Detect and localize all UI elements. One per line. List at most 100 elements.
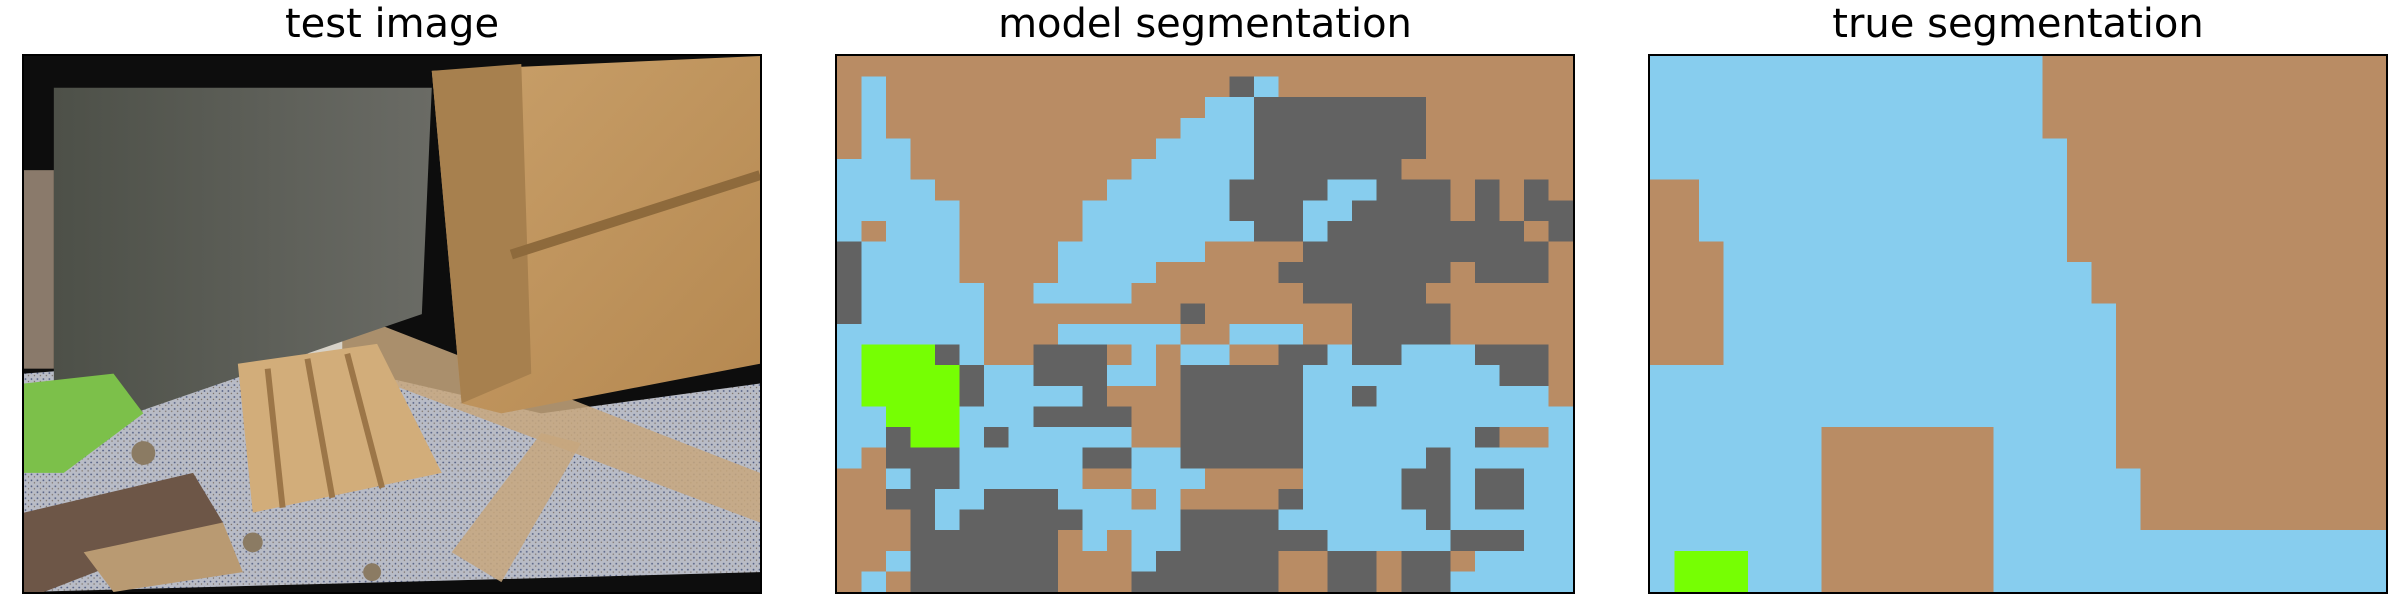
segment-cell-wood — [1870, 488, 1896, 511]
segment-cell-sky — [1821, 179, 1847, 201]
segment-cell-sky — [1303, 468, 1329, 490]
segment-cell-gray — [1401, 97, 1427, 119]
segment-cell-wood — [1131, 303, 1157, 325]
segment-cell-gray — [1474, 427, 1500, 449]
segment-cell-wood — [959, 262, 985, 284]
segment-cell-wood — [2263, 365, 2289, 387]
segment-cell-sky — [1425, 344, 1451, 366]
segment-cell-sky — [1846, 324, 1872, 346]
segment-cell-sky — [1082, 220, 1108, 243]
segment-cell-sky — [1919, 76, 1945, 98]
segment-cell-wood — [1450, 324, 1476, 346]
segment-cell-gray — [1425, 220, 1451, 243]
segment-cell-wood — [2116, 406, 2142, 428]
segment-cell-sky — [1870, 76, 1896, 98]
segment-cell-sky — [1821, 262, 1847, 284]
segment-cell-wood — [2214, 427, 2240, 449]
segment-cell-sky — [1723, 324, 1749, 346]
segment-cell-sky — [1919, 324, 1945, 346]
segment-cell-sky — [886, 138, 912, 160]
segment-cell-gray — [1523, 241, 1550, 263]
segment-cell-wood — [1008, 138, 1034, 160]
segment-cell-sky — [2018, 241, 2044, 263]
segment-cell-gray — [1008, 488, 1034, 511]
segment-cell-wood — [2214, 488, 2240, 511]
segment-cell-wood — [2238, 179, 2264, 201]
segment-cell-wood — [1229, 262, 1255, 284]
segment-cell-wood — [984, 241, 1010, 263]
segment-cell-sky — [1919, 56, 1945, 78]
segment-cell-wood — [1008, 220, 1034, 243]
segment-cell-sky — [1082, 509, 1108, 531]
segment-cell-sky — [1303, 509, 1329, 531]
segment-cell-wood — [1821, 509, 1847, 531]
segment-cell-sky — [1131, 447, 1157, 469]
segment-cell-wood — [1106, 530, 1132, 552]
segment-cell-sky — [861, 117, 887, 140]
segment-cell-gray — [1033, 406, 1059, 428]
segment-cell-sky — [2018, 159, 2044, 181]
segment-cell-wood — [861, 509, 887, 531]
segment-cell-sky — [1548, 447, 1573, 469]
segment-cell-gray — [1352, 303, 1378, 325]
segment-cell-sky — [1772, 159, 1798, 181]
segment-cell-gray — [1278, 447, 1304, 469]
segment-cell-gray — [886, 447, 912, 469]
segment-cell-sky — [1205, 200, 1231, 222]
segment-cell-wood — [1846, 488, 1872, 511]
segment-cell-sky — [1919, 385, 1945, 408]
segment-cell-wood — [1131, 117, 1157, 140]
segment-cell-wood — [2361, 220, 2386, 243]
segment-cell-sky — [1082, 324, 1108, 346]
segment-cell-wood — [2336, 488, 2363, 511]
segment-cell-wood — [1008, 200, 1034, 222]
floor-plank-shape — [451, 433, 581, 583]
segment-cell-sky — [1352, 488, 1378, 511]
segment-cell-wood — [1821, 468, 1847, 490]
segment-cell-wood — [2214, 447, 2240, 469]
segment-cell-sky — [2116, 571, 2142, 592]
segment-cell-sky — [1674, 365, 1700, 387]
segment-cell-wood — [1523, 427, 1550, 449]
plank-shape — [83, 522, 243, 592]
segment-cell-wood — [861, 530, 887, 552]
segment-cell-sky — [1797, 241, 1823, 263]
segment-cell-sky — [2018, 179, 2044, 201]
segment-cell-gray — [1205, 447, 1231, 469]
segment-cell-sky — [2067, 427, 2093, 449]
segment-cell-gray — [1106, 406, 1132, 428]
segment-cell-wood — [910, 56, 936, 78]
segment-cell-wood — [2336, 97, 2363, 119]
segment-cell-sky — [2042, 200, 2068, 222]
segment-cell-gray — [1499, 262, 1525, 284]
segment-cell-wood — [1376, 571, 1402, 592]
segment-cell-wood — [2336, 159, 2363, 181]
segment-cell-sky — [1155, 159, 1182, 181]
segment-cell-wood — [2312, 509, 2338, 531]
segment-cell-sky — [1327, 385, 1353, 408]
segment-cell-wood — [2140, 117, 2166, 140]
segment-cell-sky — [1106, 200, 1132, 222]
segment-cell-sky — [1968, 220, 1995, 243]
segment-cell-sky — [861, 262, 887, 284]
segment-cell-wood — [2165, 303, 2191, 325]
segment-cell-sky — [1797, 571, 1823, 592]
segment-cell-wood — [1057, 550, 1083, 572]
segment-cell-gray — [1450, 241, 1476, 263]
segment-cell-sky — [1748, 344, 1774, 366]
segment-cell-sky — [2018, 220, 2044, 243]
segment-cell-sky — [1131, 241, 1157, 263]
segment-cell-gray — [1425, 468, 1451, 490]
segment-cell-gray — [1474, 344, 1500, 366]
segment-cell-sky — [1797, 262, 1823, 284]
segment-cell-wood — [1968, 530, 1995, 552]
segment-cell-sky — [1033, 468, 1059, 490]
segment-cell-wood — [1205, 324, 1231, 346]
segment-cell-wood — [1082, 76, 1108, 98]
segment-cell-wood — [2361, 447, 2386, 469]
segment-cell-green — [910, 365, 936, 387]
segment-cell-wood — [1450, 303, 1476, 325]
segment-cell-wood — [1033, 117, 1059, 140]
segment-cell-sky — [1082, 262, 1108, 284]
segment-cell-sky — [1650, 468, 1676, 490]
